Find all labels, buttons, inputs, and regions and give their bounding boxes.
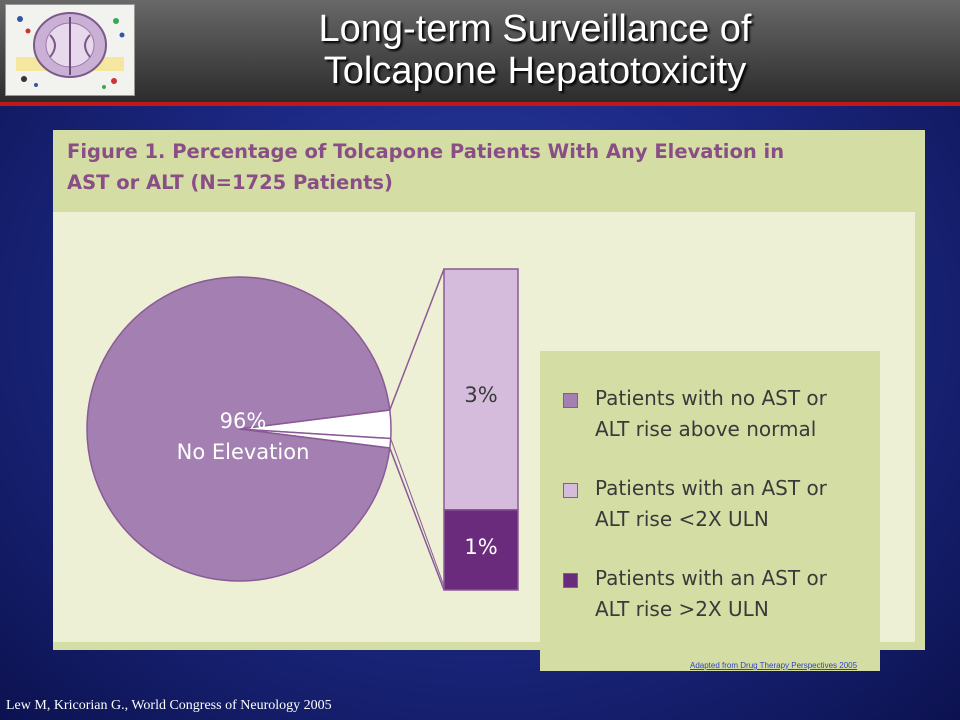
brain-scan-logo-icon — [5, 4, 135, 96]
slide-title-line2: Tolcapone Hepatotoxicity — [323, 50, 747, 92]
pie-slice — [86, 276, 391, 582]
figure-title: Figure 1. Percentage of Tolcapone Patien… — [67, 136, 917, 198]
connector-line — [389, 268, 445, 411]
pie-label-percent: 96% — [219, 409, 267, 433]
legend-swatch — [563, 483, 578, 498]
figure-title-line2: AST or ALT (N=1725 Patients) — [67, 171, 393, 194]
header-divider — [0, 102, 960, 106]
pie-label-text: No Elevation — [176, 440, 310, 464]
legend-line1: Patients with an AST or — [595, 476, 827, 500]
bar-segment — [443, 509, 519, 591]
bar-label-3pct: 3% — [464, 383, 498, 407]
source-link[interactable]: Adapted from Drug Therapy Perspectives 2… — [690, 661, 858, 670]
legend-line2: ALT rise above normal — [595, 417, 817, 441]
pie-label-no-elevation: 96% No Elevation — [143, 406, 343, 468]
figure-panel: Figure 1. Percentage of Tolcapone Patien… — [53, 130, 925, 671]
figure-title-line1: Figure 1. Percentage of Tolcapone Patien… — [67, 140, 785, 163]
connector-line — [389, 447, 445, 591]
slide-title: Long-term Surveillance of Tolcapone Hepa… — [150, 8, 920, 92]
legend-line1: Patients with no AST or — [595, 386, 827, 410]
legend-text: Patients with an AST or ALT rise <2X ULN — [595, 473, 875, 535]
legend-line2: ALT rise <2X ULN — [595, 507, 769, 531]
legend-text: Patients with an AST or ALT rise >2X ULN — [595, 563, 875, 625]
legend-text: Patients with no AST or ALT rise above n… — [595, 383, 875, 445]
legend: Patients with no AST or ALT rise above n… — [540, 351, 880, 671]
slide-title-line1: Long-term Surveillance of — [318, 8, 752, 50]
slide-header: Long-term Surveillance of Tolcapone Hepa… — [0, 0, 960, 102]
bar-label-1pct: 1% — [464, 535, 498, 559]
legend-swatch — [563, 393, 578, 408]
legend-swatch — [563, 573, 578, 588]
citation: Lew M, Kricorian G., World Congress of N… — [6, 698, 332, 713]
legend-line2: ALT rise >2X ULN — [595, 597, 769, 621]
legend-line1: Patients with an AST or — [595, 566, 827, 590]
plot-area: 96% No Elevation 3% 1% Patients with no … — [53, 212, 915, 671]
pie-chart — [86, 268, 519, 591]
connector-line — [390, 438, 445, 587]
